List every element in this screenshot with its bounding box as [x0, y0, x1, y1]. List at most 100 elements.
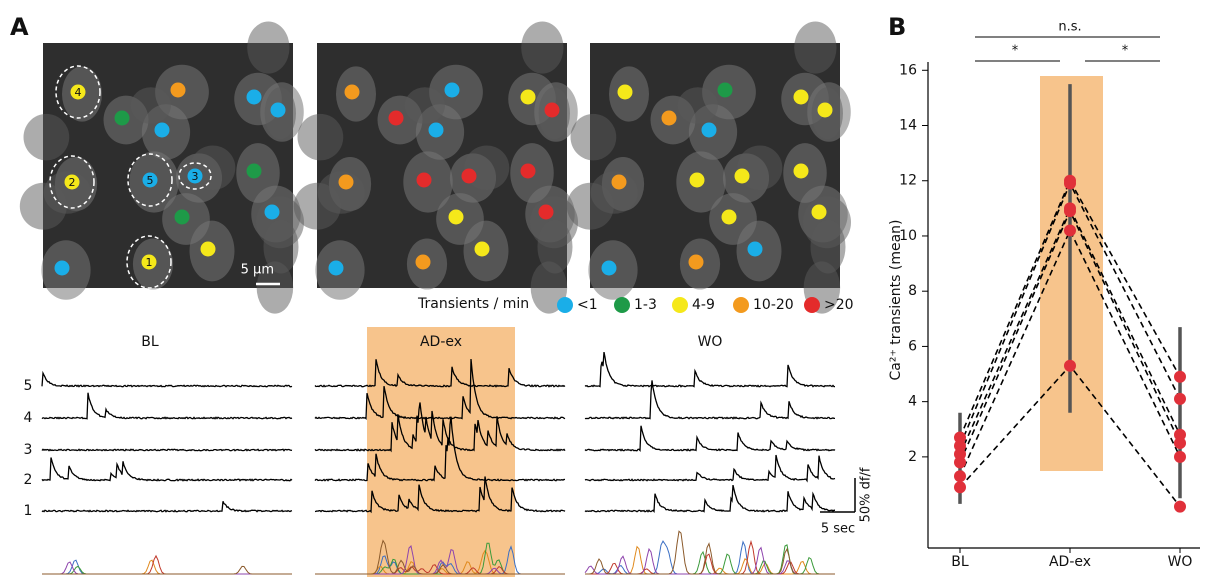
cell-number: 4 — [75, 86, 82, 99]
legend-label: 1-3 — [634, 297, 657, 313]
y-tick-label: 8 — [908, 283, 917, 299]
cell-body — [570, 113, 617, 161]
cell-body — [530, 261, 568, 314]
cell-marker — [70, 84, 86, 100]
y-tick-label: 12 — [899, 173, 917, 189]
cell-marker — [170, 82, 186, 98]
population-trace — [42, 559, 292, 575]
y-tick-label: 10 — [899, 228, 917, 244]
data-point — [1174, 370, 1186, 383]
series-line — [959, 178, 1181, 438]
calcium-trace — [584, 484, 836, 513]
calcium-trace — [41, 448, 293, 452]
cell-marker — [661, 110, 677, 126]
population-trace — [42, 554, 292, 575]
legend-label: <1 — [577, 297, 598, 313]
data-point — [1064, 224, 1076, 237]
cell-marker — [444, 82, 460, 98]
x-tick-label: BL — [951, 554, 969, 570]
cell-marker — [793, 89, 809, 105]
population-trace — [585, 545, 835, 575]
legend-label: >20 — [824, 297, 854, 313]
calcium-trace — [314, 416, 566, 482]
condition-label: BL — [141, 334, 159, 350]
calcium-trace — [584, 380, 835, 420]
cell-marker — [200, 241, 216, 257]
cell-body — [19, 182, 67, 230]
data-point — [1064, 359, 1076, 372]
condition-label: AD-ex — [420, 334, 462, 350]
y-tick-label: 4 — [908, 394, 917, 410]
cell-marker — [688, 254, 704, 270]
cell-marker — [544, 102, 560, 118]
cell-marker — [817, 102, 833, 118]
legend-swatch — [733, 297, 749, 313]
legend-swatch — [614, 297, 630, 313]
condition-label: WO — [698, 334, 723, 350]
cell-body — [130, 87, 172, 124]
cell-outline — [126, 235, 172, 289]
cell-marker — [154, 122, 170, 138]
scale-bar-label: 5 µm — [241, 263, 274, 278]
legend-label: 10-20 — [753, 297, 794, 313]
cell-marker — [246, 163, 262, 179]
cell-marker — [264, 204, 280, 220]
cell-marker — [617, 84, 633, 100]
cell-body — [256, 261, 294, 314]
legend-swatch — [804, 297, 820, 313]
cell-marker — [415, 254, 431, 270]
cell-marker — [270, 102, 286, 118]
trace-label: 4 — [24, 410, 33, 426]
significance-label: * — [1012, 44, 1019, 59]
cell-marker — [114, 110, 130, 126]
cell-marker — [388, 110, 404, 126]
data-point — [954, 481, 966, 494]
cell-marker — [416, 172, 432, 188]
calcium-trace — [41, 501, 293, 513]
data-point — [1174, 392, 1186, 405]
calcium-trace — [314, 402, 566, 453]
cell-number: 1 — [146, 256, 153, 269]
panel-label: A — [10, 13, 29, 41]
cell-body — [810, 219, 846, 274]
cell-outline — [127, 153, 173, 207]
data-point — [1174, 500, 1186, 513]
data-point — [954, 439, 966, 452]
data-point — [1174, 428, 1186, 441]
cell-body — [794, 21, 837, 74]
calcium-trace — [314, 359, 566, 388]
panel-label: B — [888, 13, 906, 41]
cell-marker — [448, 209, 464, 225]
trace-label: 1 — [24, 503, 33, 519]
cell-body — [566, 182, 614, 230]
cell-number: 2 — [69, 176, 76, 189]
cell-body — [23, 113, 70, 161]
legend-swatch — [672, 297, 688, 313]
cell-body — [404, 87, 446, 124]
data-point — [1064, 177, 1076, 190]
x-tick-label: AD-ex — [1049, 554, 1091, 570]
cell-marker — [520, 89, 536, 105]
micrograph — [293, 21, 578, 314]
cell-marker — [734, 168, 750, 184]
cell-body — [263, 219, 299, 274]
cell-marker — [64, 174, 80, 190]
cell-body — [297, 113, 344, 161]
significance-label: n.s. — [1058, 20, 1081, 35]
stimulation-shade — [367, 327, 515, 577]
cell-marker — [474, 241, 490, 257]
cell-outline — [55, 65, 101, 119]
legend-title: Transients / min — [417, 296, 529, 312]
calcium-trace — [584, 425, 836, 453]
cell-body — [521, 21, 564, 74]
significance-label: * — [1122, 44, 1129, 59]
y-tick-label: 14 — [899, 118, 917, 134]
cell-marker — [54, 260, 70, 276]
micrograph: 4 2 5 3 1 — [19, 21, 304, 314]
trace-label: 2 — [24, 472, 33, 488]
micrograph — [566, 21, 851, 314]
cell-marker — [246, 89, 262, 105]
cell-marker — [611, 174, 627, 190]
cell-marker — [689, 172, 705, 188]
cell-number: 5 — [147, 174, 154, 187]
